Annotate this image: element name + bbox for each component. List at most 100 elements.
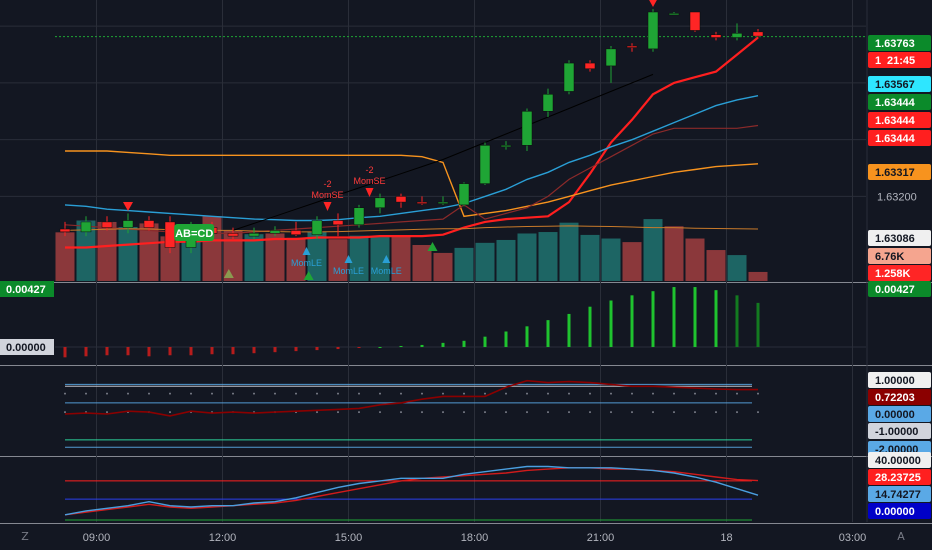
osc2-dot — [442, 411, 444, 413]
volume-bar — [623, 242, 642, 281]
main-axis-tag: 1.63086 — [868, 230, 931, 246]
time-tick-label: 09:00 — [83, 532, 111, 544]
candle-body — [627, 46, 637, 48]
candle-body — [711, 35, 721, 38]
momentum-bar — [127, 347, 130, 355]
osc2-dot — [106, 411, 108, 413]
price-tag-text: 1.63763 — [875, 38, 915, 50]
momentum-bar — [631, 295, 634, 347]
osc2-dot — [421, 393, 423, 395]
candle-body — [438, 202, 448, 204]
momentum-bar — [652, 291, 655, 347]
momentum-bar — [211, 347, 214, 354]
main-axis-tag: 1 21:45 — [868, 52, 931, 68]
price-tag-text: 0.00000 — [875, 506, 915, 518]
volume-bar — [140, 223, 159, 281]
main-axis-tag: 1.63763 — [868, 35, 931, 51]
osc2-dot — [673, 393, 675, 395]
momentum-bar — [547, 320, 550, 347]
momentum-bar — [85, 347, 88, 356]
price-tag-text: 0.00000 — [875, 409, 915, 421]
osc2-dot — [127, 393, 129, 395]
price-tag-text: 14.74277 — [875, 489, 921, 501]
momentum-bar — [589, 307, 592, 347]
momentum-bar — [568, 314, 571, 347]
main-axis-tag: 1.258K — [868, 265, 931, 281]
pattern-label: AB=CD — [175, 228, 213, 240]
volume-bar — [98, 222, 117, 281]
osc2-dot — [589, 411, 591, 413]
price-tag-text: 0.00427 — [875, 284, 915, 296]
time-tick-label: 12:00 — [209, 532, 237, 544]
osc2-axis-tag: 1.00000 — [868, 372, 931, 388]
main-axis-tag: 1.63317 — [868, 164, 931, 180]
price-tag-text: 1.63444 — [875, 133, 916, 145]
candle-body — [249, 233, 259, 236]
volume-bar — [644, 219, 663, 281]
price-tag-text: -1.00000 — [875, 426, 918, 438]
price-tag-text: 0.72203 — [875, 392, 915, 404]
osc2-dot — [505, 393, 507, 395]
signal-label: MomLE — [371, 266, 402, 276]
osc2-dot — [316, 411, 318, 413]
volume-bar — [476, 243, 495, 281]
volume-bar — [308, 232, 327, 281]
osc2-dot — [610, 393, 612, 395]
osc2-dot — [736, 393, 738, 395]
osc2-dot — [106, 393, 108, 395]
volume-bar — [497, 240, 516, 281]
volume-bar — [581, 235, 600, 281]
osc2-axis-tag: 0.72203 — [868, 389, 931, 405]
momentum-bar — [253, 347, 256, 353]
osc2-dot — [505, 411, 507, 413]
time-tick-label: 18 — [720, 532, 732, 544]
osc2-dot — [253, 393, 255, 395]
zoom-button[interactable]: Z — [16, 528, 34, 546]
auto-scale-button[interactable]: A — [892, 528, 910, 546]
main-axis-tag: 1.63444 — [868, 112, 931, 128]
candle-body — [291, 230, 301, 234]
osc2-dot — [673, 411, 675, 413]
osc2-dot — [652, 393, 654, 395]
momentum-bar — [484, 337, 487, 347]
osc2-dot — [442, 393, 444, 395]
time-tick-label: 15:00 — [335, 532, 363, 544]
price-tag-text: 1.258K — [875, 268, 911, 280]
volume-bar — [728, 255, 747, 281]
osc2-dot — [652, 411, 654, 413]
candle-body — [522, 111, 532, 145]
candle-body — [333, 221, 343, 225]
momentum-bar — [232, 347, 235, 354]
momentum-bar — [148, 347, 151, 356]
osc2-dot — [379, 393, 381, 395]
osc2-dot — [484, 393, 486, 395]
osc2-dot — [400, 411, 402, 413]
candle-body — [144, 221, 154, 228]
osc2-dot — [526, 393, 528, 395]
osc3-axis-tag: 14.74277 — [868, 486, 931, 502]
momentum-bar — [673, 287, 676, 347]
osc2-dot — [694, 393, 696, 395]
momentum-bar — [295, 347, 298, 351]
candle-body — [354, 208, 364, 225]
osc2-dot — [568, 411, 570, 413]
candle-body — [690, 12, 700, 30]
momentum-bar — [526, 326, 529, 347]
volume-bar — [119, 227, 138, 281]
price-tag-text: 6.76K — [875, 251, 904, 263]
osc2-axis-tag: 0.00000 — [868, 406, 931, 422]
volume-bar — [56, 232, 75, 281]
price-tag-text: 1.00000 — [875, 375, 915, 387]
price-tag-text: 1.63086 — [875, 233, 915, 245]
osc2-dot — [547, 411, 549, 413]
candle-body — [585, 63, 595, 69]
candle-body — [543, 94, 553, 111]
momentum-bar — [463, 341, 466, 347]
osc2-dot — [400, 393, 402, 395]
osc2-dot — [568, 393, 570, 395]
candle-body — [60, 229, 70, 232]
momentum-bar — [106, 347, 109, 355]
osc2-dot — [631, 411, 633, 413]
candle-body — [396, 196, 406, 202]
